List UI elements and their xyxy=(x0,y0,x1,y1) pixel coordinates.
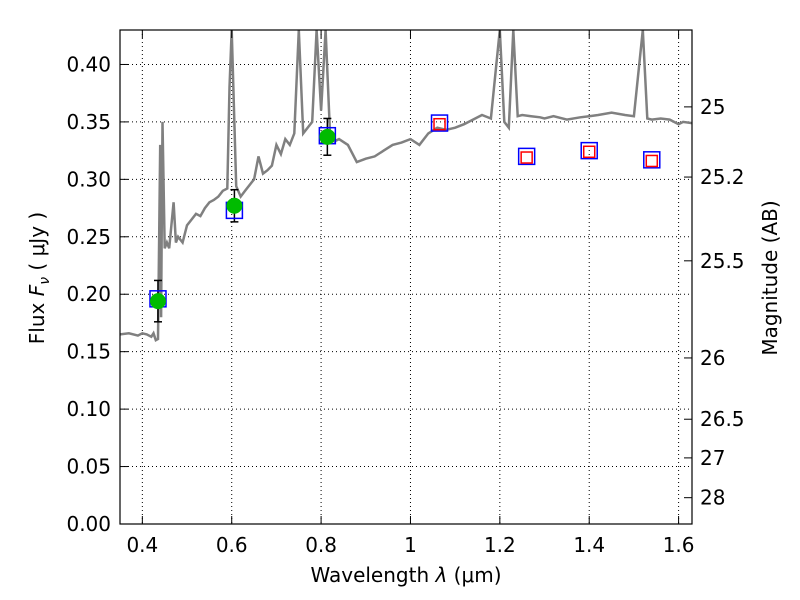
model-square-red xyxy=(520,151,533,164)
x-tick-label: 1.4 xyxy=(573,533,605,557)
model-square-blue xyxy=(643,151,661,169)
observed-point xyxy=(226,197,243,214)
y-tick-label: 0.25 xyxy=(66,225,111,249)
x-tick-label: 0.4 xyxy=(126,533,158,557)
x-tick-label: 0.8 xyxy=(305,533,337,557)
model-square-red xyxy=(433,117,446,131)
y-tick-label: 0.00 xyxy=(66,512,111,536)
plot-frame xyxy=(119,29,693,525)
plot-border xyxy=(119,29,693,525)
y-tick-label: 0.30 xyxy=(66,167,111,191)
grid-lines xyxy=(120,30,692,524)
tick-labels: 0.4 0.6 0.8 1 1.2 1.4 1.6 0.00 0.05 0.10 0.15 0.20 0… xyxy=(66,52,744,557)
right-tick-label: 26 xyxy=(700,346,725,370)
right-axis-label: Magnitude (AB) xyxy=(758,200,782,355)
model-square-blue xyxy=(517,147,536,166)
x-tick-label: 1 xyxy=(404,533,417,557)
sed-template-line xyxy=(120,30,692,343)
right-tick-label: 26.5 xyxy=(700,407,745,431)
model-square-red xyxy=(645,154,659,168)
photometry-markers xyxy=(149,114,661,323)
model-square-blue xyxy=(430,114,449,132)
y-axis-label: Flux Fν ( μJy ) xyxy=(25,212,53,344)
y-tick-label: 0.15 xyxy=(66,340,111,364)
sed-template-polyline xyxy=(120,30,692,343)
y-tick-label: 0.10 xyxy=(66,397,111,421)
right-tick-label: 27 xyxy=(700,446,725,470)
x-tick-label: 1.6 xyxy=(663,533,695,557)
observed-point xyxy=(149,293,166,310)
right-tick-label: 28 xyxy=(700,486,725,510)
y-tick-label: 0.35 xyxy=(66,110,111,134)
observed-point xyxy=(319,128,336,145)
x-axis-label: Wavelength λ (μm) xyxy=(310,563,501,587)
x-tick-label: 1.2 xyxy=(484,533,516,557)
y-tick-label: 0.20 xyxy=(66,282,111,306)
y-tick-label: 0.40 xyxy=(66,52,111,76)
x-tick-label: 0.6 xyxy=(216,533,248,557)
model-square-blue xyxy=(580,141,598,160)
right-tick-label: 25.2 xyxy=(700,165,745,189)
y-tick-label: 0.05 xyxy=(66,455,111,479)
model-square-red xyxy=(582,145,596,159)
axis-ticks xyxy=(120,30,692,525)
right-tick-label: 25 xyxy=(700,95,725,119)
right-tick-label: 25.5 xyxy=(700,249,745,273)
